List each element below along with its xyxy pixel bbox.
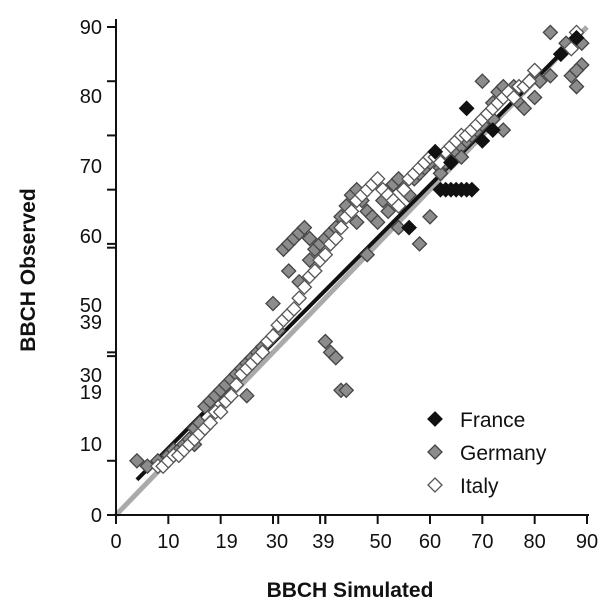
point-germany	[568, 78, 585, 95]
point-germany	[531, 73, 548, 90]
y-tick-label: 80	[80, 86, 102, 108]
x-tick-label: 10	[157, 531, 179, 553]
point-germany	[380, 203, 397, 220]
point-italy	[265, 328, 281, 344]
point-germany	[296, 219, 313, 236]
y-tick-label: 39	[80, 312, 102, 334]
point-france	[458, 100, 475, 117]
point-italy	[212, 404, 229, 420]
point-italy	[521, 73, 538, 90]
legend-marker-germany	[427, 444, 443, 460]
point-germany	[139, 458, 156, 475]
point-germany	[348, 214, 365, 231]
point-germany	[301, 230, 318, 247]
point-italy	[343, 203, 360, 220]
legend: France Germany Italy	[427, 409, 547, 498]
point-germany	[526, 89, 543, 106]
point-italy	[505, 89, 522, 106]
x-tick-label: 30	[266, 531, 288, 553]
x-tick-label: 80	[524, 531, 546, 553]
y-tick-label: 0	[91, 505, 102, 527]
point-france	[484, 122, 501, 138]
point-germany	[390, 170, 407, 187]
point-germany	[238, 387, 255, 404]
point-germany	[516, 100, 533, 117]
axes	[107, 19, 589, 524]
legend-marker-italy	[427, 477, 443, 493]
point-italy	[526, 62, 543, 79]
point-italy	[296, 279, 313, 296]
y-tick-label: 10	[80, 434, 102, 456]
point-italy	[306, 263, 323, 279]
point-italy	[291, 290, 308, 307]
point-france	[401, 219, 417, 236]
x-tick-label: 0	[110, 531, 121, 553]
point-italy	[223, 387, 240, 404]
y-tick-label: 19	[80, 382, 102, 404]
point-italy	[395, 181, 412, 198]
x-tick-label: 50	[370, 531, 392, 553]
point-france	[474, 132, 491, 149]
point-germany	[390, 219, 407, 236]
x-tick-label: 39	[312, 531, 334, 553]
point-germany	[495, 122, 512, 138]
point-germany	[474, 73, 491, 90]
point-germany	[301, 252, 318, 269]
point-germany	[369, 214, 386, 231]
x-tick-label: 19	[216, 531, 238, 553]
point-germany	[411, 235, 428, 252]
legend-marker-france	[427, 411, 443, 427]
data-points	[129, 24, 590, 475]
y-tick-label: 60	[80, 226, 102, 248]
x-tick-label: 60	[419, 531, 441, 553]
legend-label-italy: Italy	[460, 475, 499, 498]
point-germany	[265, 295, 281, 312]
point-germany	[280, 263, 297, 279]
point-france	[552, 46, 569, 63]
legend-label-germany: Germany	[460, 442, 547, 465]
point-france	[568, 29, 585, 46]
x-tick-label: 90	[576, 531, 598, 553]
y-axis-title: BBCH Observed	[17, 188, 40, 351]
point-germany	[542, 67, 559, 84]
point-italy	[254, 344, 271, 361]
point-italy	[286, 301, 302, 317]
point-italy	[390, 198, 407, 214]
point-germany	[422, 208, 438, 225]
point-italy	[369, 170, 386, 187]
point-france	[427, 143, 444, 160]
point-germany	[432, 165, 449, 182]
point-germany	[568, 62, 585, 79]
point-italy	[202, 414, 219, 431]
point-italy	[333, 219, 349, 236]
point-italy	[228, 376, 245, 393]
x-tick-label: 70	[471, 531, 493, 553]
point-germany	[453, 149, 470, 166]
point-italy	[563, 40, 580, 57]
y-tick-label: 50	[80, 295, 102, 317]
point-italy	[327, 230, 344, 247]
point-france	[463, 181, 480, 198]
point-germany	[327, 349, 344, 366]
legend-label-france: France	[460, 409, 525, 432]
point-germany	[317, 333, 334, 350]
point-italy	[432, 154, 449, 171]
y-tick-label: 30	[80, 365, 102, 387]
x-axis-title: BBCH Simulated	[267, 579, 434, 602]
y-tick-label: 70	[80, 156, 102, 178]
point-italy	[317, 246, 334, 263]
point-germany	[338, 382, 355, 399]
point-germany	[542, 24, 559, 41]
y-tick-label: 90	[80, 17, 102, 39]
point-france	[443, 154, 459, 171]
point-germany	[129, 452, 145, 469]
point-germany	[359, 246, 376, 263]
